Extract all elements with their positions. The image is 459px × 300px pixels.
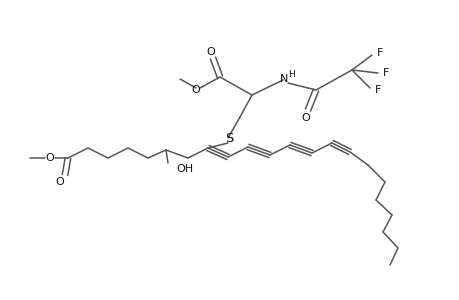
Text: O: O (45, 153, 54, 163)
Text: O: O (191, 85, 200, 95)
Text: S: S (224, 133, 233, 146)
Text: F: F (382, 68, 388, 78)
Text: O: O (301, 113, 310, 123)
Text: N: N (279, 74, 287, 84)
Text: F: F (376, 48, 382, 58)
Text: O: O (206, 47, 215, 57)
Text: O: O (56, 177, 64, 187)
Text: F: F (374, 85, 381, 95)
Text: OH: OH (176, 164, 193, 174)
Text: H: H (288, 70, 295, 79)
